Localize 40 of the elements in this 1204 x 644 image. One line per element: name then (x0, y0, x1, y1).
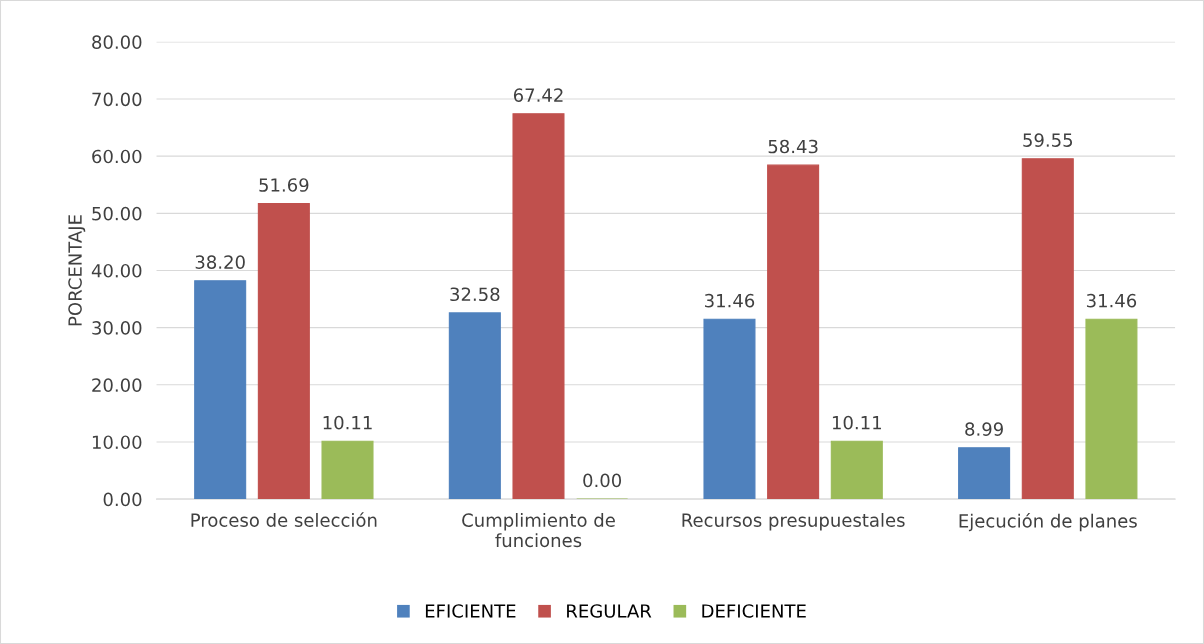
x-tick-label: Cumplimiento de funciones (462, 512, 615, 548)
bar (448, 312, 501, 500)
bar (194, 280, 247, 500)
data-label: 67.42 (513, 88, 563, 102)
data-label: 0.00 (583, 473, 622, 488)
x-tick-label: Ejecución de planes (959, 512, 1137, 532)
bar (512, 113, 565, 500)
legend-label: DEFICIENTE (702, 604, 806, 618)
y-tick-label: 30.00 (92, 321, 142, 335)
bar (1085, 318, 1138, 500)
data-label: 10.11 (323, 415, 372, 430)
data-label: 59.55 (1023, 133, 1073, 147)
y-tick-label: 80.00 (92, 35, 142, 49)
y-tick-label: 70.00 (92, 92, 142, 107)
data-label: 31.46 (705, 293, 755, 308)
data-label: 8.99 (965, 422, 1003, 436)
data-label: 31.46 (1086, 293, 1137, 308)
bar (703, 318, 756, 500)
data-label: 10.11 (832, 415, 881, 430)
bar (767, 164, 820, 500)
bar (257, 203, 310, 500)
y-tick-label: 50.00 (92, 206, 142, 221)
data-label: 38.20 (195, 255, 245, 269)
data-label: 58.43 (768, 139, 818, 154)
bar (321, 440, 374, 500)
y-tick-label: 60.00 (92, 149, 142, 164)
bar (958, 447, 1011, 500)
legend-label: EFICIENTE (425, 604, 516, 618)
y-axis-title: PORCENTAJE (68, 215, 86, 326)
legend-label: REGULAR (567, 604, 652, 618)
y-tick-label: 20.00 (92, 378, 142, 392)
bar (830, 440, 883, 500)
data-label: 51.69 (259, 178, 309, 192)
y-tick-label: 10.00 (92, 435, 142, 450)
x-tick-label: Proceso de selección (191, 512, 377, 527)
data-label: 32.58 (450, 287, 500, 302)
y-tick-label: 0.00 (103, 492, 142, 507)
y-tick-label: 40.00 (91, 263, 142, 278)
bar (1021, 158, 1074, 500)
x-tick-label: Recursos presupuestales (682, 512, 905, 531)
